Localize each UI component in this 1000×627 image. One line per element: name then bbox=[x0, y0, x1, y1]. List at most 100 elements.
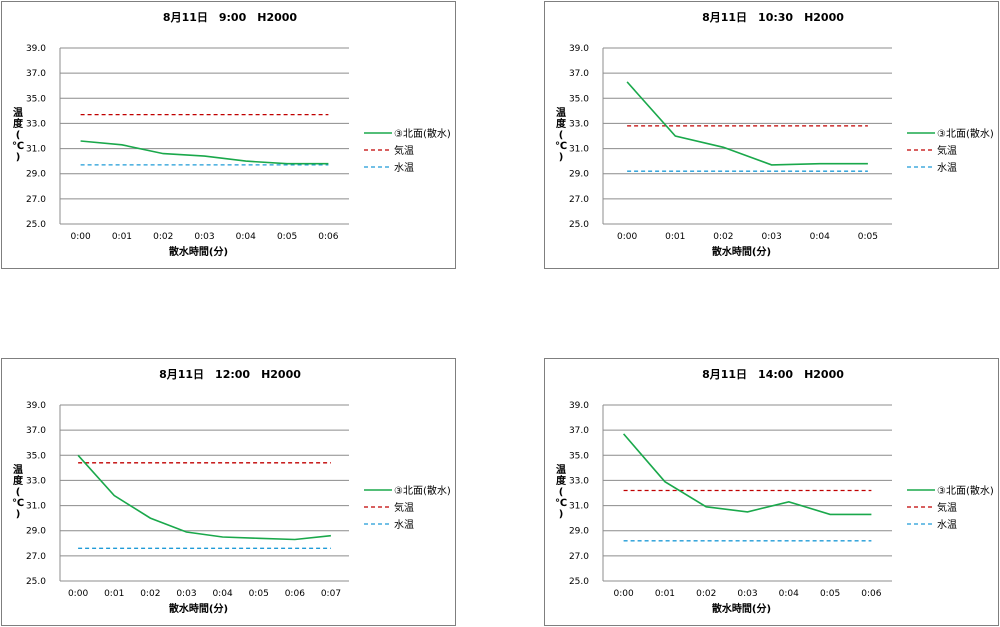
chart-svg-2: 8月11日 10:30 H2000 25.0 27.0 29.0 31.0 33.0 35.… bbox=[555, 11, 994, 258]
y-tick-label: 27.0 bbox=[569, 552, 589, 562]
series-line-0 bbox=[80, 140, 329, 165]
x-tick-label: 0:03 bbox=[194, 232, 214, 242]
y-axis-label-char: ) bbox=[559, 152, 564, 163]
x-axis-label: 散水時間(分) bbox=[169, 245, 228, 258]
y-tick-label: 31.0 bbox=[26, 502, 46, 512]
y-tick-label: 39.0 bbox=[26, 401, 46, 411]
y-axis-label-char: ( bbox=[559, 487, 564, 498]
x-axis-label: 散水時間(分) bbox=[712, 245, 771, 258]
y-tick-label: 39.0 bbox=[569, 44, 589, 54]
chart-title: 8月11日 10:30 H2000 bbox=[702, 11, 844, 24]
y-tick-label: 33.0 bbox=[569, 119, 589, 129]
chart-panel-1: 8月11日 9:00 H2000 25.0 27.0 29.0 31.0 33.0 35.0… bbox=[1, 1, 456, 269]
y-tick-label: 37.0 bbox=[569, 69, 589, 79]
y-tick-label: 25.0 bbox=[26, 220, 46, 230]
x-tick-label: 0:02 bbox=[153, 232, 173, 242]
x-tick-label: 0:00 bbox=[614, 589, 634, 599]
y-tick-label: 31.0 bbox=[569, 502, 589, 512]
y-tick-label: 33.0 bbox=[26, 119, 46, 129]
x-tick-label: 0:06 bbox=[861, 589, 881, 599]
legend-label: ③北面(散水) bbox=[394, 127, 451, 140]
x-tick-label: 0:05 bbox=[249, 589, 269, 599]
y-tick-label: 29.0 bbox=[26, 170, 46, 180]
x-tick-label: 0:05 bbox=[820, 589, 840, 599]
chart-panel-4: 8月11日 14:00 H2000 25.0 27.0 29.0 31.0 33.0 35.… bbox=[544, 358, 999, 626]
legend-label: 水温 bbox=[394, 519, 414, 531]
x-tick-label: 0:01 bbox=[112, 232, 132, 242]
x-tick-label: 0:01 bbox=[104, 589, 124, 599]
y-tick-label: 27.0 bbox=[569, 195, 589, 205]
y-tick-label: 33.0 bbox=[26, 476, 46, 486]
legend-label: ③北面(散水) bbox=[937, 484, 994, 497]
y-tick-label: 29.0 bbox=[26, 527, 46, 537]
x-tick-label: 0:01 bbox=[655, 589, 675, 599]
y-tick-label: 37.0 bbox=[569, 426, 589, 436]
y-axis-label-char: 度 bbox=[556, 117, 567, 130]
chart-svg-1: 8月11日 9:00 H2000 25.0 27.0 29.0 31.0 33.0 35.0… bbox=[12, 11, 451, 258]
y-tick-label: 35.0 bbox=[569, 451, 589, 461]
x-axis-label: 散水時間(分) bbox=[169, 602, 228, 615]
y-axis-label-char: ( bbox=[16, 130, 21, 141]
x-tick-label: 0:07 bbox=[321, 589, 341, 599]
y-axis-label-char: 温 bbox=[13, 463, 23, 476]
x-tick-label: 0:01 bbox=[665, 232, 685, 242]
legend-label: 気温 bbox=[394, 501, 414, 514]
legend-label: ③北面(散水) bbox=[394, 484, 451, 497]
x-tick-label: 0:06 bbox=[285, 589, 305, 599]
y-tick-label: 31.0 bbox=[569, 145, 589, 155]
y-tick-label: 27.0 bbox=[26, 195, 46, 205]
legend-label: 水温 bbox=[937, 162, 957, 174]
series-line-0 bbox=[626, 81, 868, 166]
chart-panel-2: 8月11日 10:30 H2000 25.0 27.0 29.0 31.0 33.0 35.… bbox=[544, 1, 999, 269]
x-tick-label: 0:02 bbox=[713, 232, 733, 242]
y-tick-label: 29.0 bbox=[569, 170, 589, 180]
y-axis-label-char: 度 bbox=[556, 474, 567, 487]
legend-label: ③北面(散水) bbox=[937, 127, 994, 140]
y-axis-label-char: ℃ bbox=[555, 498, 567, 509]
legend-label: 水温 bbox=[394, 162, 414, 174]
x-tick-label: 0:04 bbox=[212, 589, 232, 599]
y-tick-label: 37.0 bbox=[26, 426, 46, 436]
y-axis-label-char: 温 bbox=[556, 463, 566, 476]
x-tick-label: 0:05 bbox=[858, 232, 878, 242]
y-axis-label-char: ( bbox=[16, 487, 21, 498]
y-axis-label-char: 温 bbox=[556, 106, 566, 119]
legend-label: 気温 bbox=[937, 144, 957, 157]
chart-title: 8月11日 9:00 H2000 bbox=[163, 11, 297, 24]
y-tick-label: 29.0 bbox=[569, 527, 589, 537]
x-tick-label: 0:04 bbox=[810, 232, 830, 242]
x-tick-label: 0:06 bbox=[318, 232, 338, 242]
y-tick-label: 25.0 bbox=[569, 577, 589, 587]
legend-label: 気温 bbox=[394, 144, 414, 157]
y-tick-label: 39.0 bbox=[569, 401, 589, 411]
x-tick-label: 0:02 bbox=[140, 589, 160, 599]
chart-panel-3: 8月11日 12:00 H2000 25.0 27.0 29.0 31.0 33.0 35.… bbox=[1, 358, 456, 626]
chart-svg-3: 8月11日 12:00 H2000 25.0 27.0 29.0 31.0 33.0 35.… bbox=[12, 368, 451, 615]
y-axis-label-char: ℃ bbox=[12, 498, 24, 509]
y-tick-label: 27.0 bbox=[26, 552, 46, 562]
series-line-0 bbox=[622, 433, 872, 516]
x-tick-label: 0:00 bbox=[68, 589, 88, 599]
y-tick-label: 37.0 bbox=[26, 69, 46, 79]
legend-label: 水温 bbox=[937, 519, 957, 531]
x-tick-label: 0:00 bbox=[617, 232, 637, 242]
y-tick-label: 35.0 bbox=[26, 94, 46, 104]
y-axis-label-char: ℃ bbox=[12, 141, 24, 152]
x-tick-label: 0:05 bbox=[277, 232, 297, 242]
x-tick-label: 0:04 bbox=[779, 589, 799, 599]
y-axis-label-char: ) bbox=[16, 152, 21, 163]
x-tick-label: 0:00 bbox=[71, 232, 91, 242]
legend-label: 気温 bbox=[937, 501, 957, 514]
y-tick-label: 35.0 bbox=[569, 94, 589, 104]
y-tick-label: 35.0 bbox=[26, 451, 46, 461]
x-axis-label: 散水時間(分) bbox=[712, 602, 771, 615]
y-axis-label-char: 度 bbox=[13, 117, 24, 130]
y-tick-label: 31.0 bbox=[26, 145, 46, 155]
x-tick-label: 0:02 bbox=[696, 589, 716, 599]
y-axis-label-char: ℃ bbox=[555, 141, 567, 152]
y-axis-label-char: 度 bbox=[13, 474, 24, 487]
y-axis-label-char: ( bbox=[559, 130, 564, 141]
y-tick-label: 25.0 bbox=[26, 577, 46, 587]
y-tick-label: 25.0 bbox=[569, 220, 589, 230]
y-axis-label-char: ) bbox=[559, 509, 564, 520]
